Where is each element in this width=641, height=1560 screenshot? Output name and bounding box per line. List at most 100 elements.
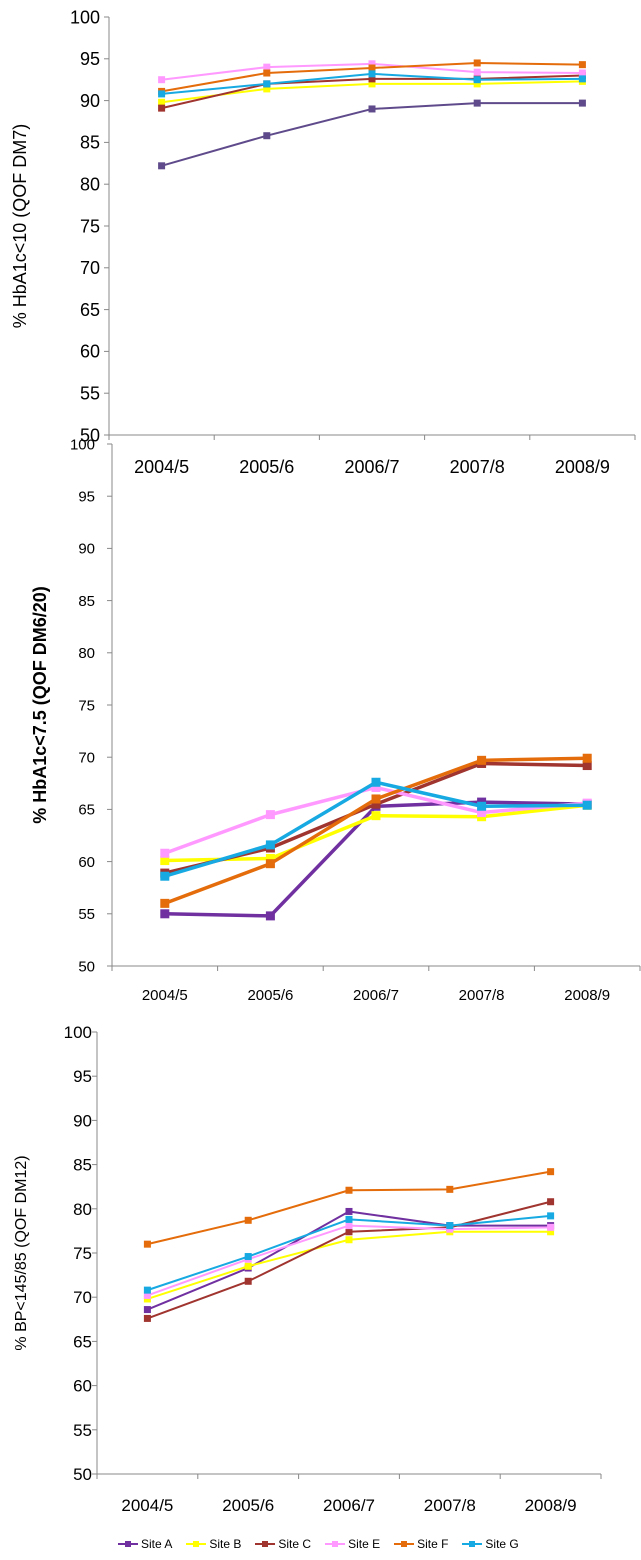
y-tick-label: 50 xyxy=(73,1465,92,1484)
data-point xyxy=(143,1314,151,1322)
data-point xyxy=(477,755,487,765)
data-point xyxy=(345,1222,353,1230)
data-point xyxy=(368,105,376,113)
y-tick-label: 50 xyxy=(78,958,95,975)
data-point xyxy=(160,856,170,866)
data-point xyxy=(371,799,381,809)
data-point xyxy=(143,1291,151,1299)
data-point xyxy=(263,69,271,77)
y-tick-label: 70 xyxy=(80,258,100,278)
legend-swatch-icon xyxy=(118,1540,138,1548)
data-point xyxy=(143,1240,151,1248)
series-site-f xyxy=(143,1168,555,1248)
data-point xyxy=(371,811,381,821)
data-point xyxy=(345,1207,353,1215)
legend-item-5: Site G xyxy=(462,1537,519,1551)
data-point xyxy=(473,59,481,67)
x-tick-label: 2008/9 xyxy=(555,457,610,477)
y-tick-label: 70 xyxy=(78,749,95,766)
data-point xyxy=(265,859,275,869)
legend-item-4: Site F xyxy=(394,1537,448,1551)
x-tick-label: 2006/7 xyxy=(344,457,399,477)
y-axis-label: % BP<145/85 (QOF DM12) xyxy=(13,1155,30,1350)
series-site-f xyxy=(160,753,592,908)
data-point xyxy=(368,60,376,68)
legend-item-1: Site B xyxy=(186,1537,241,1551)
data-point xyxy=(263,132,271,140)
x-tick-label: 2006/7 xyxy=(323,1496,375,1515)
legend-swatch-icon xyxy=(394,1540,415,1548)
legend-label: Site B xyxy=(209,1537,242,1551)
data-point xyxy=(582,761,592,771)
data-point xyxy=(547,1168,555,1176)
series-site-b xyxy=(143,1228,555,1303)
data-point xyxy=(158,162,166,170)
series-site-e xyxy=(158,60,586,84)
y-axis-label: % HbA1c<7.5 (QOF DM6/20) xyxy=(30,586,50,824)
data-point xyxy=(160,848,170,858)
y-tick-label: 65 xyxy=(78,802,95,819)
legend-label: Site F xyxy=(417,1537,449,1551)
series-site-e xyxy=(160,782,592,858)
x-tick-label: 2005/6 xyxy=(247,987,293,1004)
y-tick-label: 55 xyxy=(73,1421,92,1440)
data-point xyxy=(547,1223,555,1231)
y-tick-label: 60 xyxy=(78,854,95,871)
data-point xyxy=(578,61,586,69)
data-point xyxy=(368,80,376,88)
data-point xyxy=(244,1253,252,1261)
data-point xyxy=(244,1262,252,1270)
data-point xyxy=(160,909,170,919)
legend-swatch-icon xyxy=(255,1540,276,1548)
chart-2: 50 55 60 65 70 75 80 85 90 95 100 2004/5 2005/6 2006/… xyxy=(30,436,641,1004)
y-tick-label: 100 xyxy=(70,7,100,27)
x-tick-label: 2004/5 xyxy=(142,987,188,1004)
data-point xyxy=(371,782,381,792)
chart-1: 50 55 60 65 70 75 80 85 90 95 100 2004/5 2005/6 2006/… xyxy=(10,7,636,477)
data-point xyxy=(160,871,170,881)
y-axis-label: % HbA1c<10 (QOF DM7) xyxy=(10,124,30,329)
x-tick-label: 2005/6 xyxy=(222,1496,274,1515)
data-point xyxy=(446,1185,454,1193)
y-tick-label: 65 xyxy=(80,300,100,320)
data-point xyxy=(547,1212,555,1220)
data-point xyxy=(265,810,275,820)
data-point xyxy=(143,1286,151,1294)
data-point xyxy=(368,70,376,78)
y-tick-label: 65 xyxy=(73,1332,92,1351)
y-tick-label: 80 xyxy=(78,645,95,662)
y-tick-label: 85 xyxy=(73,1156,92,1175)
y-tick-label: 90 xyxy=(73,1111,92,1130)
data-point xyxy=(345,1186,353,1194)
chart-legend: Site A Site B Site C Site E Site F Site … xyxy=(118,1537,519,1551)
legend-swatch-icon xyxy=(462,1540,483,1548)
series-site-a xyxy=(158,99,586,170)
x-tick-label: 2007/8 xyxy=(450,457,505,477)
data-point xyxy=(265,840,275,850)
data-point xyxy=(263,63,271,71)
y-tick-label: 80 xyxy=(73,1200,92,1219)
series-site-g xyxy=(160,777,592,881)
y-tick-label: 95 xyxy=(78,488,95,505)
data-point xyxy=(345,1228,353,1236)
data-point xyxy=(371,794,381,804)
x-tick-label: 2007/8 xyxy=(459,987,505,1004)
y-tick-label: 85 xyxy=(78,593,95,610)
y-tick-label: 75 xyxy=(73,1244,92,1263)
legend-label: Site E xyxy=(348,1537,381,1551)
legend-item-0: Site A xyxy=(118,1537,172,1551)
data-point xyxy=(263,80,271,88)
data-point xyxy=(368,75,376,83)
legend-label: Site C xyxy=(278,1537,312,1551)
legend-swatch-icon xyxy=(325,1540,346,1548)
legend-label: Site A xyxy=(141,1537,173,1551)
data-point xyxy=(265,853,275,863)
y-tick-label: 75 xyxy=(78,697,95,714)
y-tick-label: 100 xyxy=(70,436,95,453)
y-tick-label: 75 xyxy=(80,216,100,236)
data-point xyxy=(265,911,275,921)
data-point xyxy=(263,85,271,93)
data-point xyxy=(578,99,586,107)
